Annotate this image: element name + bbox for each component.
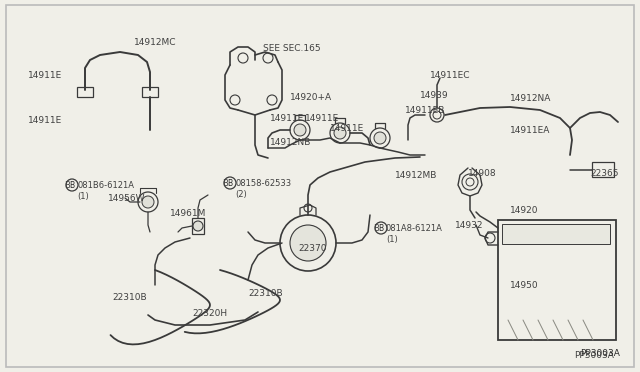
Text: 22310B: 22310B [248,289,283,298]
Text: 08158-62533: 08158-62533 [235,179,291,187]
Bar [142,87,158,97]
Text: 14911E: 14911E [28,71,62,80]
Text: B: B [378,224,383,232]
Text: 081A8-6121A: 081A8-6121A [386,224,443,232]
Text: 081B6-6121A: 081B6-6121A [77,180,134,189]
Text: SEE SEC.165: SEE SEC.165 [263,44,321,52]
Text: 14932: 14932 [455,221,483,230]
Text: 14912MB: 14912MB [395,170,437,180]
Text: 14950: 14950 [510,280,539,289]
Text: 14912NA: 14912NA [510,93,552,103]
Bar [77,87,93,97]
Bar [592,162,614,177]
Circle shape [375,222,387,234]
Text: 22320H: 22320H [192,308,227,317]
Text: 14911EA: 14911EA [510,125,550,135]
Text: 14911EC: 14911EC [430,71,470,80]
Bar [502,224,610,244]
Bar [192,218,204,234]
Text: 22310B: 22310B [112,294,147,302]
Text: 14911E: 14911E [305,113,339,122]
Text: 14911E: 14911E [270,113,304,122]
Circle shape [294,124,306,136]
Text: B: B [64,180,70,189]
Text: 14939: 14939 [420,90,449,99]
Text: PP3003A: PP3003A [580,349,620,358]
Text: PP3003A: PP3003A [574,350,614,359]
Text: (1): (1) [77,192,89,201]
Text: 22370: 22370 [298,244,326,253]
Text: B: B [227,179,232,187]
Text: B: B [373,224,379,232]
Text: 14920+A: 14920+A [290,93,332,102]
Text: 14961M: 14961M [170,208,206,218]
Bar [498,220,616,340]
Text: 14911EB: 14911EB [405,106,445,115]
Text: (2): (2) [235,189,247,199]
Text: 14956W: 14956W [108,193,145,202]
Circle shape [290,225,326,261]
Text: B: B [69,180,75,189]
Circle shape [142,196,154,208]
Text: 14911E: 14911E [28,115,62,125]
Text: B: B [222,179,228,187]
Text: 14908: 14908 [468,169,497,177]
Text: 14912NB: 14912NB [270,138,312,147]
Text: 14912MC: 14912MC [134,38,176,46]
Text: 22365: 22365 [590,169,618,177]
Circle shape [66,179,78,191]
Text: (1): (1) [386,234,397,244]
Circle shape [224,177,236,189]
Text: 14920: 14920 [510,205,538,215]
Circle shape [374,132,386,144]
Text: 14911E: 14911E [330,124,364,132]
Circle shape [334,127,346,139]
Circle shape [193,221,203,231]
